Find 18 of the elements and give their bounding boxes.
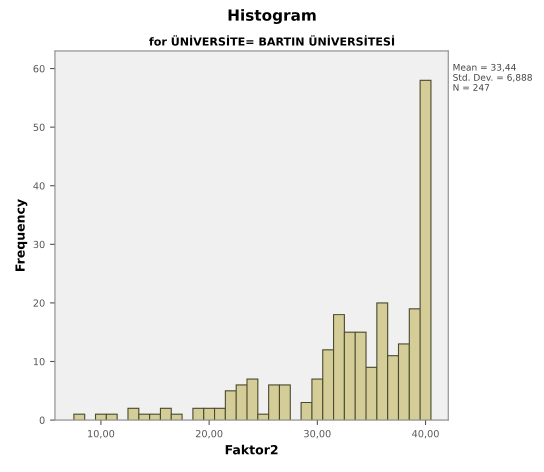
y-tick-label: 10 bbox=[34, 358, 45, 366]
y-tick-label: 30 bbox=[34, 240, 45, 248]
text: Mean = 33,44 bbox=[453, 64, 516, 72]
y-axis-title: Frequency bbox=[15, 199, 28, 271]
x-tick-label: 20,00 bbox=[196, 430, 222, 438]
chart-subtitle: for ÜNİVERSİTE= BARTIN ÜNİVERSİTESİ bbox=[149, 35, 394, 46]
x-tick-label: 40,00 bbox=[412, 430, 439, 438]
y-tick-label: 0 bbox=[40, 416, 45, 424]
text: N = 247 bbox=[453, 84, 490, 91]
x-axis-title: Faktor2 bbox=[226, 444, 278, 454]
y-tick-label: 20 bbox=[34, 299, 45, 307]
y-tick-label: 60 bbox=[34, 65, 45, 72]
x-tick-label: 10,00 bbox=[88, 430, 114, 438]
y-tick-label: 50 bbox=[34, 124, 45, 131]
x-tick-label: 30,00 bbox=[304, 430, 331, 438]
y-tick-label: 40 bbox=[33, 182, 45, 190]
text: Std. Dev. = 6,888 bbox=[453, 74, 532, 82]
chart-title: Histogram bbox=[228, 9, 316, 24]
